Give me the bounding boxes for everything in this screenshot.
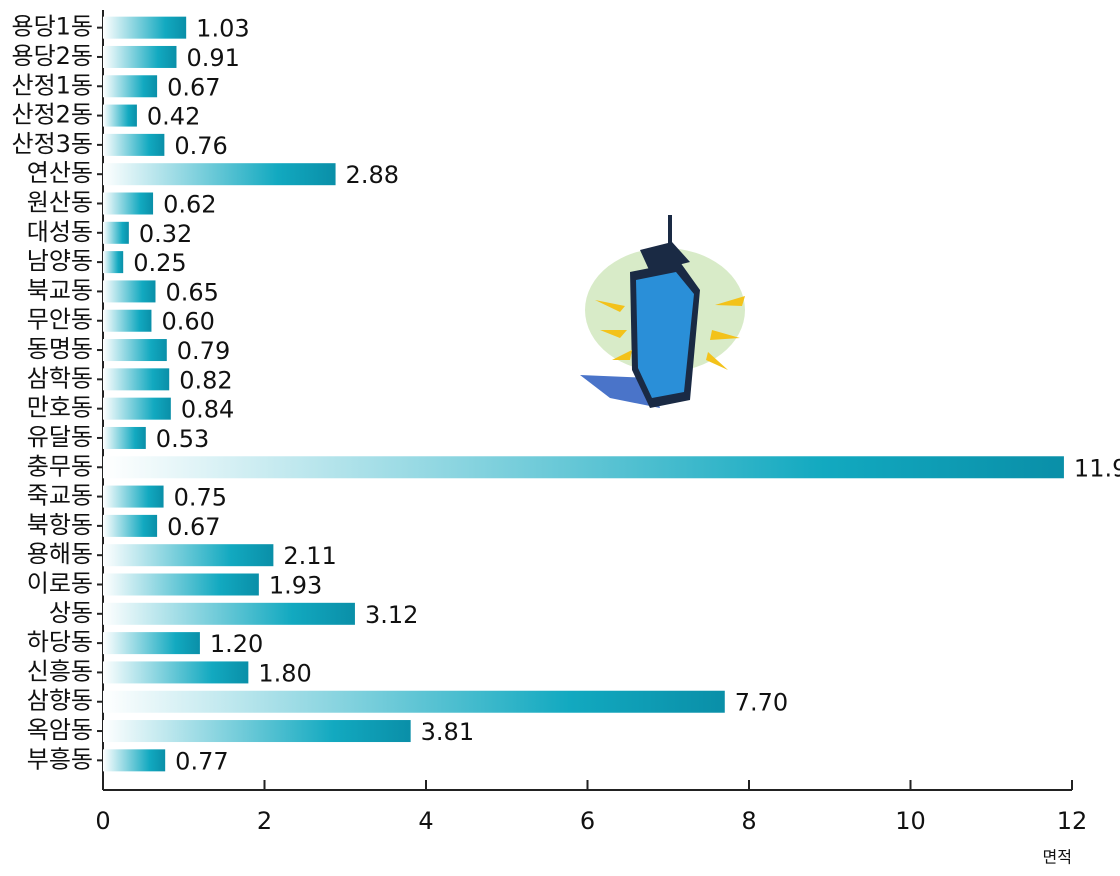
value-label: 0.84 bbox=[181, 396, 234, 424]
bar bbox=[103, 514, 158, 537]
bar bbox=[103, 45, 177, 68]
y-tick-label: 용당1동 bbox=[11, 13, 93, 41]
value-label: 0.77 bbox=[175, 747, 228, 775]
value-label: 1.03 bbox=[196, 15, 249, 43]
bar bbox=[103, 397, 171, 420]
x-tick-label: 2 bbox=[257, 807, 272, 835]
value-label: 0.82 bbox=[179, 366, 232, 394]
bar bbox=[103, 749, 166, 772]
value-label: 0.60 bbox=[161, 308, 214, 336]
value-label: 0.79 bbox=[177, 337, 230, 365]
value-label: 0.53 bbox=[156, 425, 209, 453]
x-tick-label: 12 bbox=[1057, 807, 1088, 835]
bar bbox=[103, 632, 200, 655]
y-tick-label: 용해동 bbox=[27, 540, 93, 568]
x-tick-label: 4 bbox=[418, 807, 433, 835]
bar bbox=[103, 133, 165, 156]
bar bbox=[103, 16, 187, 39]
y-tick-label: 만호동 bbox=[27, 394, 93, 422]
value-label: 0.67 bbox=[167, 513, 220, 541]
bar bbox=[103, 339, 167, 362]
bar bbox=[103, 221, 129, 244]
x-tick-label: 0 bbox=[95, 807, 110, 835]
y-tick-label: 북항동 bbox=[27, 511, 93, 539]
y-tick-label: 동명동 bbox=[27, 335, 93, 363]
value-label: 3.12 bbox=[365, 601, 418, 629]
value-label: 0.65 bbox=[165, 278, 218, 306]
y-tick-label: 삼학동 bbox=[27, 364, 93, 392]
value-label: 0.62 bbox=[163, 191, 216, 219]
y-tick-label: 산정2동 bbox=[11, 101, 93, 129]
y-tick-label: 삼향동 bbox=[27, 687, 93, 715]
bar bbox=[103, 426, 146, 449]
y-tick-label: 이로동 bbox=[27, 570, 93, 598]
value-label: 0.42 bbox=[147, 103, 200, 131]
y-tick-label: 산정3동 bbox=[11, 130, 93, 158]
bar bbox=[103, 251, 124, 274]
y-tick-label: 대성동 bbox=[27, 218, 93, 246]
bar bbox=[103, 75, 158, 98]
y-tick-label: 용당2동 bbox=[11, 42, 93, 70]
value-label: 2.88 bbox=[346, 161, 399, 189]
value-label: 1.80 bbox=[258, 659, 311, 687]
y-tick-label: 북교동 bbox=[27, 276, 93, 304]
bar bbox=[103, 544, 274, 567]
value-label: 0.32 bbox=[139, 220, 192, 248]
value-label: 11.9 bbox=[1074, 454, 1120, 482]
bar bbox=[103, 690, 725, 713]
bar bbox=[103, 104, 137, 127]
bar bbox=[103, 602, 355, 625]
bar bbox=[103, 192, 154, 215]
value-label: 0.75 bbox=[174, 484, 227, 512]
value-label: 1.20 bbox=[210, 630, 263, 658]
bar bbox=[103, 720, 411, 743]
x-tick-label: 10 bbox=[895, 807, 926, 835]
bar bbox=[103, 456, 1064, 479]
x-tick-label: 6 bbox=[580, 807, 595, 835]
y-tick-label: 신흥동 bbox=[27, 657, 93, 685]
bar bbox=[103, 485, 164, 508]
x-axis-label: 면적 bbox=[1043, 848, 1072, 867]
value-label: 0.76 bbox=[174, 132, 227, 160]
value-label: 2.11 bbox=[283, 542, 336, 570]
y-tick-label: 부흥동 bbox=[27, 745, 93, 773]
bar bbox=[103, 661, 249, 684]
y-tick-label: 죽교동 bbox=[27, 482, 93, 510]
bar bbox=[103, 368, 170, 391]
bar bbox=[103, 280, 156, 303]
y-tick-label: 충무동 bbox=[27, 452, 93, 480]
y-tick-label: 무안동 bbox=[27, 306, 93, 334]
value-label: 0.91 bbox=[186, 44, 239, 72]
value-label: 3.81 bbox=[421, 718, 474, 746]
value-label: 1.93 bbox=[269, 572, 322, 600]
y-tick-label: 유달동 bbox=[27, 423, 93, 451]
x-tick-label: 8 bbox=[741, 807, 756, 835]
y-tick-label: 옥암동 bbox=[27, 716, 93, 744]
value-label: 0.25 bbox=[133, 249, 186, 277]
y-tick-label: 남양동 bbox=[27, 247, 93, 275]
value-label: 0.67 bbox=[167, 73, 220, 101]
bar bbox=[103, 309, 152, 332]
y-tick-label: 상동 bbox=[49, 599, 93, 627]
value-label: 7.70 bbox=[735, 689, 788, 717]
bar bbox=[103, 573, 259, 596]
y-tick-label: 산정1동 bbox=[11, 71, 93, 99]
y-tick-label: 연산동 bbox=[27, 159, 93, 187]
building-icon bbox=[580, 215, 745, 408]
y-tick-label: 하당동 bbox=[27, 628, 93, 656]
bar bbox=[103, 163, 336, 186]
y-tick-label: 원산동 bbox=[27, 189, 93, 217]
